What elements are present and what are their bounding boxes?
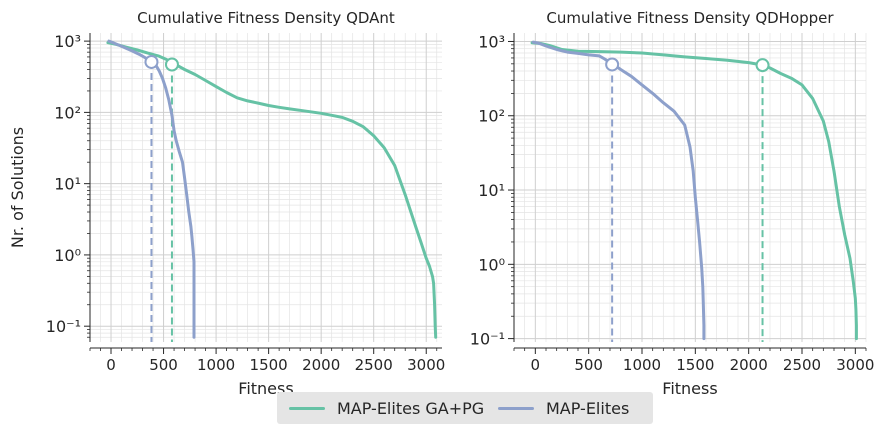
chart-panel-2 xyxy=(508,33,867,354)
x-tick-label: 1000 xyxy=(623,356,661,374)
threshold-marker xyxy=(605,57,620,72)
x-tick-label: 1500 xyxy=(676,356,714,374)
threshold-marker xyxy=(755,58,770,73)
chart-title: Cumulative Fitness Density QDHopper xyxy=(546,9,834,27)
series-line-map-elites xyxy=(531,40,706,341)
legend: MAP-Elites GA+PG MAP-Elites xyxy=(277,392,653,424)
y-tick-label: 10⁰ xyxy=(478,255,505,274)
x-tick-label: 500 xyxy=(574,356,603,374)
threshold-marker xyxy=(164,57,179,72)
legend-swatch-ga-pg xyxy=(289,406,325,410)
series-line-ga-pg xyxy=(530,41,858,341)
y-axis-label: Nr. of Solutions xyxy=(8,127,27,248)
x-tick-label: 1000 xyxy=(197,356,235,374)
y-tick-label: 10¹ xyxy=(54,175,81,194)
chart-panel-1 xyxy=(84,33,442,354)
x-tick-label: 2000 xyxy=(730,356,768,374)
legend-label-map-elites: MAP-Elites xyxy=(546,398,630,418)
x-tick-label: 1500 xyxy=(250,356,288,374)
x-axis-label: Fitness xyxy=(662,379,717,398)
legend-item-map-elites: MAP-Elites xyxy=(498,398,629,418)
y-tick-label: 10⁻¹ xyxy=(46,317,81,336)
y-tick-label: 10⁰ xyxy=(54,246,81,265)
legend-label-ga-pg: MAP-Elites GA+PG xyxy=(337,398,485,418)
x-tick-label: 0 xyxy=(106,356,116,374)
series-line-ga-pg xyxy=(106,41,438,339)
y-tick-label: 10³ xyxy=(54,32,81,51)
x-tick-label: 2000 xyxy=(302,356,340,374)
y-tick-label: 10³ xyxy=(478,32,505,51)
threshold-marker xyxy=(144,54,159,69)
chart-title: Cumulative Fitness Density QDAnt xyxy=(137,9,395,27)
legend-swatch-map-elites xyxy=(498,406,534,410)
legend-item-ga-pg: MAP-Elites GA+PG xyxy=(289,398,484,418)
x-tick-label: 3000 xyxy=(836,356,874,374)
y-tick-label: 10¹ xyxy=(478,181,505,200)
x-tick-label: 2500 xyxy=(355,356,393,374)
x-tick-label: 0 xyxy=(531,356,541,374)
y-tick-label: 10² xyxy=(478,107,505,126)
x-tick-label: 3000 xyxy=(407,356,445,374)
x-tick-label: 2500 xyxy=(783,356,821,374)
series-line-map-elites xyxy=(107,39,196,339)
y-tick-label: 10² xyxy=(54,103,81,122)
y-tick-label: 10⁻¹ xyxy=(470,330,505,349)
x-tick-label: 500 xyxy=(149,356,178,374)
